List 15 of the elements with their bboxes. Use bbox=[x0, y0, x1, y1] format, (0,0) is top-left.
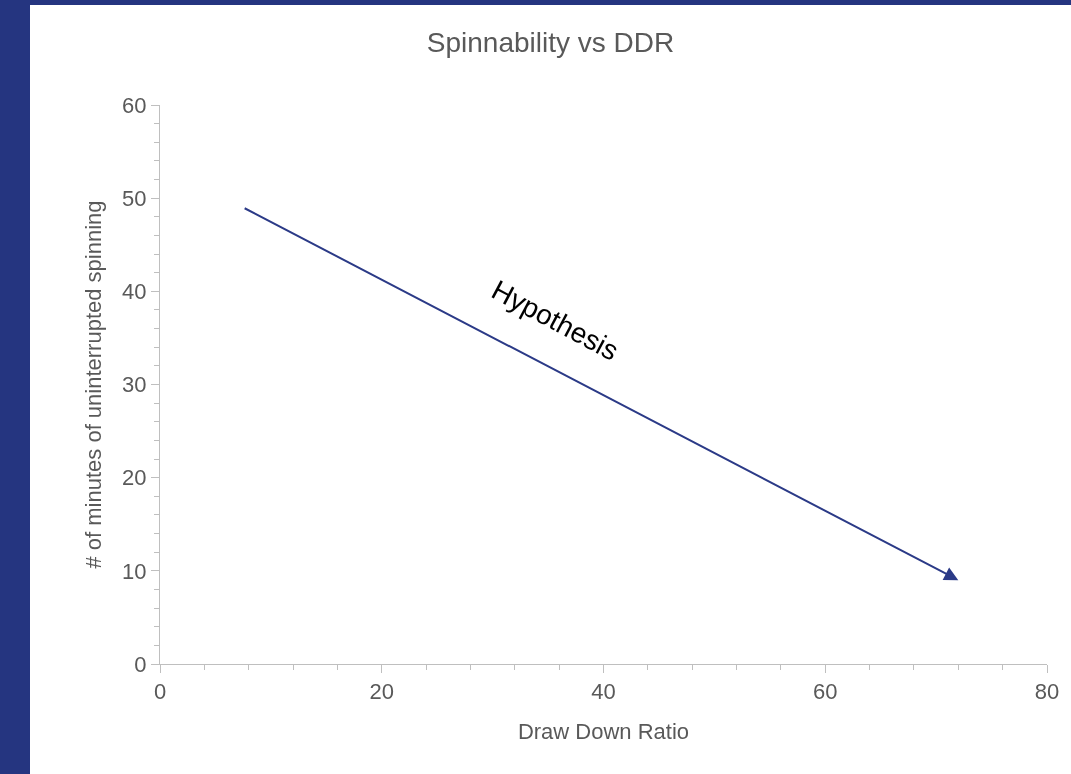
x-axis-title: Draw Down Ratio bbox=[517, 719, 690, 745]
x-tick-label: 0 bbox=[153, 679, 167, 705]
y-tick-label: 30 bbox=[122, 372, 147, 398]
y-tick-label: 50 bbox=[122, 185, 147, 211]
x-tick-label: 40 bbox=[591, 679, 616, 705]
y-tick-label: 0 bbox=[134, 651, 147, 677]
y-axis-title: # of minutes of uninterrupted spinning bbox=[80, 200, 106, 569]
y-tick-label: 40 bbox=[122, 279, 147, 305]
y-tick-label: 60 bbox=[122, 92, 147, 118]
x-tick-label: 60 bbox=[813, 679, 838, 705]
x-tick-label: 80 bbox=[1034, 679, 1060, 705]
x-tick-label: 20 bbox=[369, 679, 394, 705]
y-tick-label: 20 bbox=[122, 465, 147, 491]
chart-title: Spinnability vs DDR bbox=[426, 26, 675, 58]
y-tick-label: 10 bbox=[122, 558, 147, 584]
